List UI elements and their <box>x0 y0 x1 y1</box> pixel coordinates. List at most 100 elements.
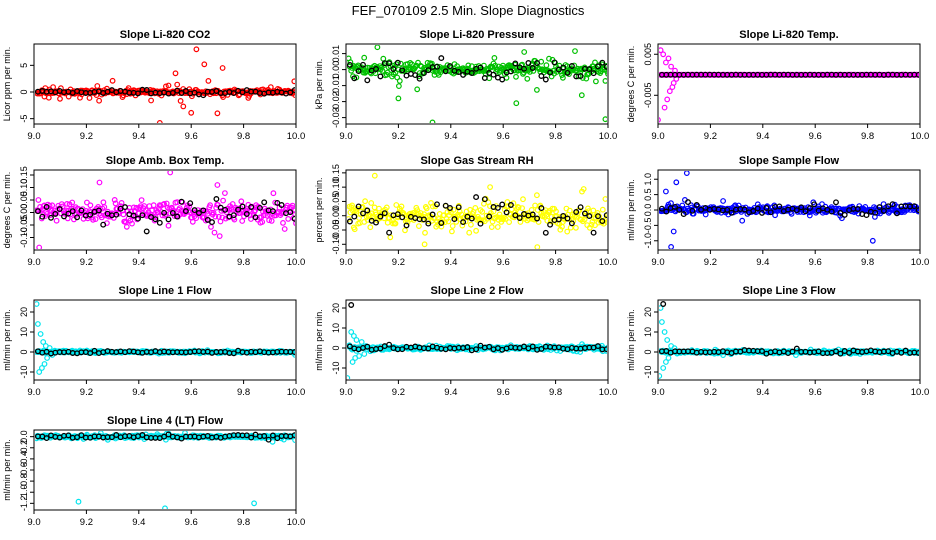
y-axis-label: ml/min per min. <box>2 439 12 501</box>
data-point <box>41 361 48 367</box>
x-tick-label: 9.2 <box>392 131 405 142</box>
overlay-point <box>464 344 471 351</box>
chart-panel: Slope Gas Stream RH 9.0 9.2 9.4 9.6 9.8 10.0 -0… <box>314 155 617 268</box>
x-tick-label: 9.0 <box>27 257 40 268</box>
overlay-point <box>394 59 401 66</box>
data-point <box>429 119 436 123</box>
y-tick-label: 20 <box>331 303 341 313</box>
y-axis-label: Licor ppm per min. <box>2 47 12 122</box>
data-point <box>285 215 292 222</box>
overlay-point <box>689 207 696 214</box>
x-tick-label: 9.4 <box>756 387 769 398</box>
overlay-point <box>222 206 229 213</box>
overlay-point <box>386 60 393 67</box>
overlay-point <box>100 221 107 228</box>
data-point <box>189 218 196 225</box>
overlay-point <box>269 432 276 439</box>
plot-frame <box>345 43 609 125</box>
y-tick-label: 0.05 <box>19 191 29 209</box>
chart-title: Slope Li-820 CO2 <box>120 29 210 41</box>
data-point <box>216 233 223 240</box>
overlay-point <box>728 209 735 216</box>
data-point <box>371 172 378 179</box>
data-point <box>172 70 179 77</box>
data-point <box>349 359 356 365</box>
overlay-point <box>399 346 406 353</box>
data-point <box>506 219 513 226</box>
data-point <box>238 198 245 205</box>
data-point <box>566 207 573 214</box>
x-tick-label: 10.0 <box>599 257 618 268</box>
chart-panel: Slope Li-820 CO2 9.0 9.2 9.4 9.6 9.8 10.0 -5 0 5 L… <box>2 29 305 142</box>
data-point <box>659 305 664 311</box>
data-point <box>123 223 130 230</box>
x-tick-label: 9.6 <box>809 131 822 142</box>
x-tick-label: 9.4 <box>756 131 769 142</box>
data-point <box>37 331 44 337</box>
data-point <box>593 78 599 85</box>
overlay-point <box>534 215 541 222</box>
chart-panel: Slope Line 1 Flow 9.0 9.2 9.4 9.6 9.8 10.0 -10 0… <box>2 285 305 398</box>
overlay-point <box>534 60 541 66</box>
overlay-point <box>542 76 549 83</box>
data-point <box>368 200 375 206</box>
overlay-point <box>386 341 393 348</box>
overlay-point <box>447 63 453 70</box>
x-tick-label: 9.8 <box>861 131 874 142</box>
x-tick-label: 9.8 <box>549 131 562 142</box>
overlay-point <box>880 207 887 214</box>
x-tick-label: 9.2 <box>392 387 405 398</box>
chart-panel: Slope Li-820 Pressure 9.0 9.2 9.4 9.6 9.8 10.0… <box>314 29 617 142</box>
data-point <box>361 351 368 357</box>
plot-frame <box>33 169 297 251</box>
data-point <box>293 220 295 227</box>
data-point <box>292 211 295 217</box>
data-point <box>425 218 432 225</box>
chart-panel: Slope Sample Flow 9.0 9.2 9.4 9.6 9.8 10.0 -1.0… <box>626 155 929 268</box>
data-point <box>659 117 661 123</box>
data-point <box>165 222 172 229</box>
data-point <box>46 202 53 209</box>
overlay-point <box>165 216 172 223</box>
x-tick-label: 9.4 <box>444 257 457 268</box>
y-tick-label: 20 <box>643 307 653 317</box>
data-point <box>397 60 404 67</box>
data-point <box>162 83 169 90</box>
data-point <box>441 212 447 219</box>
overlay-point <box>373 66 379 72</box>
data-point <box>161 200 168 207</box>
overlay-point <box>243 432 250 439</box>
data-point <box>207 202 214 209</box>
y-tick-label: -0.05 <box>331 220 341 241</box>
overlay-point <box>416 75 423 82</box>
overlay-point <box>156 219 163 226</box>
overlay-point <box>477 64 484 71</box>
overlay-point <box>377 213 384 220</box>
data-point <box>251 500 258 507</box>
data-point <box>53 217 60 224</box>
y-tick-label: 0.5 <box>643 188 653 201</box>
overlay-point <box>473 346 480 353</box>
overlay-point <box>113 432 120 438</box>
data-point <box>661 329 668 335</box>
data-point <box>129 220 135 227</box>
y-axis-label: kPa per min. <box>314 59 324 110</box>
overlay-point <box>291 349 295 356</box>
x-tick-label: 10.0 <box>287 131 306 142</box>
data-point <box>483 212 490 219</box>
x-tick-label: 10.0 <box>911 131 930 142</box>
overlay-point <box>659 205 665 212</box>
x-tick-label: 9.0 <box>651 257 664 268</box>
overlay-point <box>200 92 207 99</box>
x-tick-label: 9.4 <box>444 131 457 142</box>
x-tick-label: 10.0 <box>287 387 306 398</box>
overlay-point <box>915 71 919 78</box>
data-point <box>668 343 674 349</box>
overlay-point <box>399 67 406 74</box>
data-point <box>572 48 578 54</box>
overlay-point <box>135 215 141 222</box>
x-tick-label: 9.2 <box>80 387 93 398</box>
overlay-point <box>139 212 146 219</box>
y-tick-label: 10 <box>331 323 341 333</box>
series-points <box>35 171 295 249</box>
